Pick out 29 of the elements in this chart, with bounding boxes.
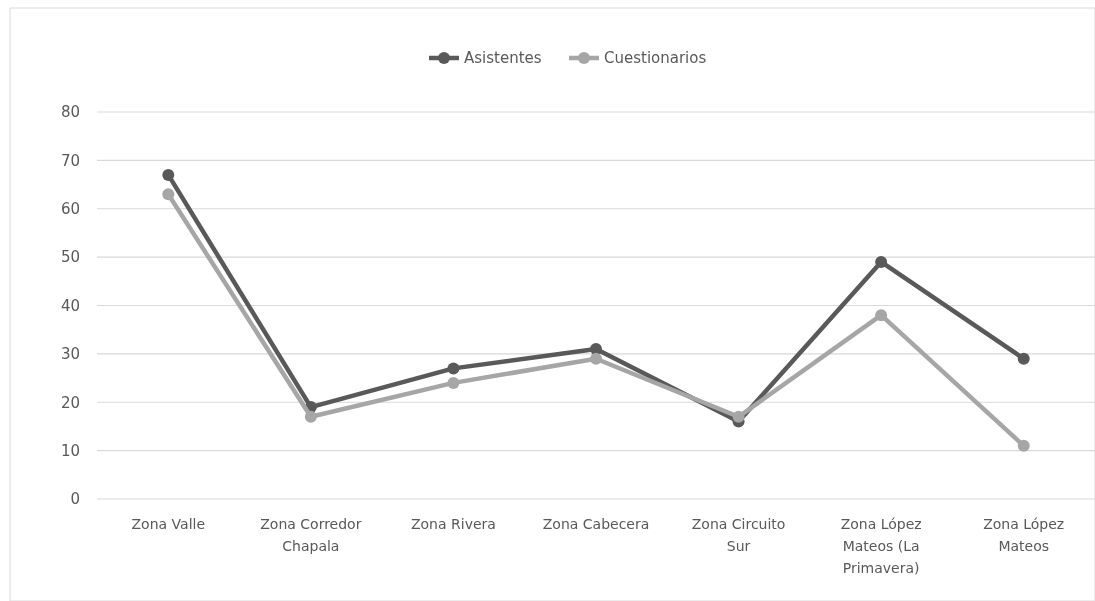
x-tick-label: Zona Circuito Sur [691, 516, 786, 554]
point [732, 410, 745, 423]
point [447, 362, 460, 375]
point [1017, 439, 1030, 452]
point [1017, 352, 1030, 365]
x-tick-label: Zona Rivera [410, 516, 496, 532]
y-tick-label: 80 [60, 103, 80, 122]
y-tick-label: 70 [60, 151, 80, 170]
y-tick-label: 30 [60, 345, 80, 364]
y-tick-label: 60 [60, 200, 80, 218]
point [875, 255, 888, 268]
point [304, 410, 317, 423]
point [162, 168, 175, 181]
x-tick-label: Zona Valle [131, 516, 206, 532]
y-tick-label: 50 [60, 248, 80, 267]
y-tick-label: 0 [70, 490, 80, 509]
point [875, 309, 888, 322]
legend-label: Asistentes [464, 49, 542, 68]
point [447, 376, 460, 389]
x-tick-label: Zona Cabecera [542, 516, 650, 532]
x-tick-label: Zona López Mateos [983, 516, 1065, 554]
y-tick-label: 20 [60, 393, 80, 412]
x-tick-label: Zona Corredor Chapala [260, 516, 362, 554]
y-tick-label: 10 [60, 441, 80, 460]
legend-label: Cuestionarios [604, 49, 707, 68]
point [162, 188, 175, 201]
y-tick-label: 40 [60, 296, 80, 315]
point [590, 352, 602, 365]
x-tick-label: Zona López Mateos (La Primavera) [840, 516, 922, 576]
